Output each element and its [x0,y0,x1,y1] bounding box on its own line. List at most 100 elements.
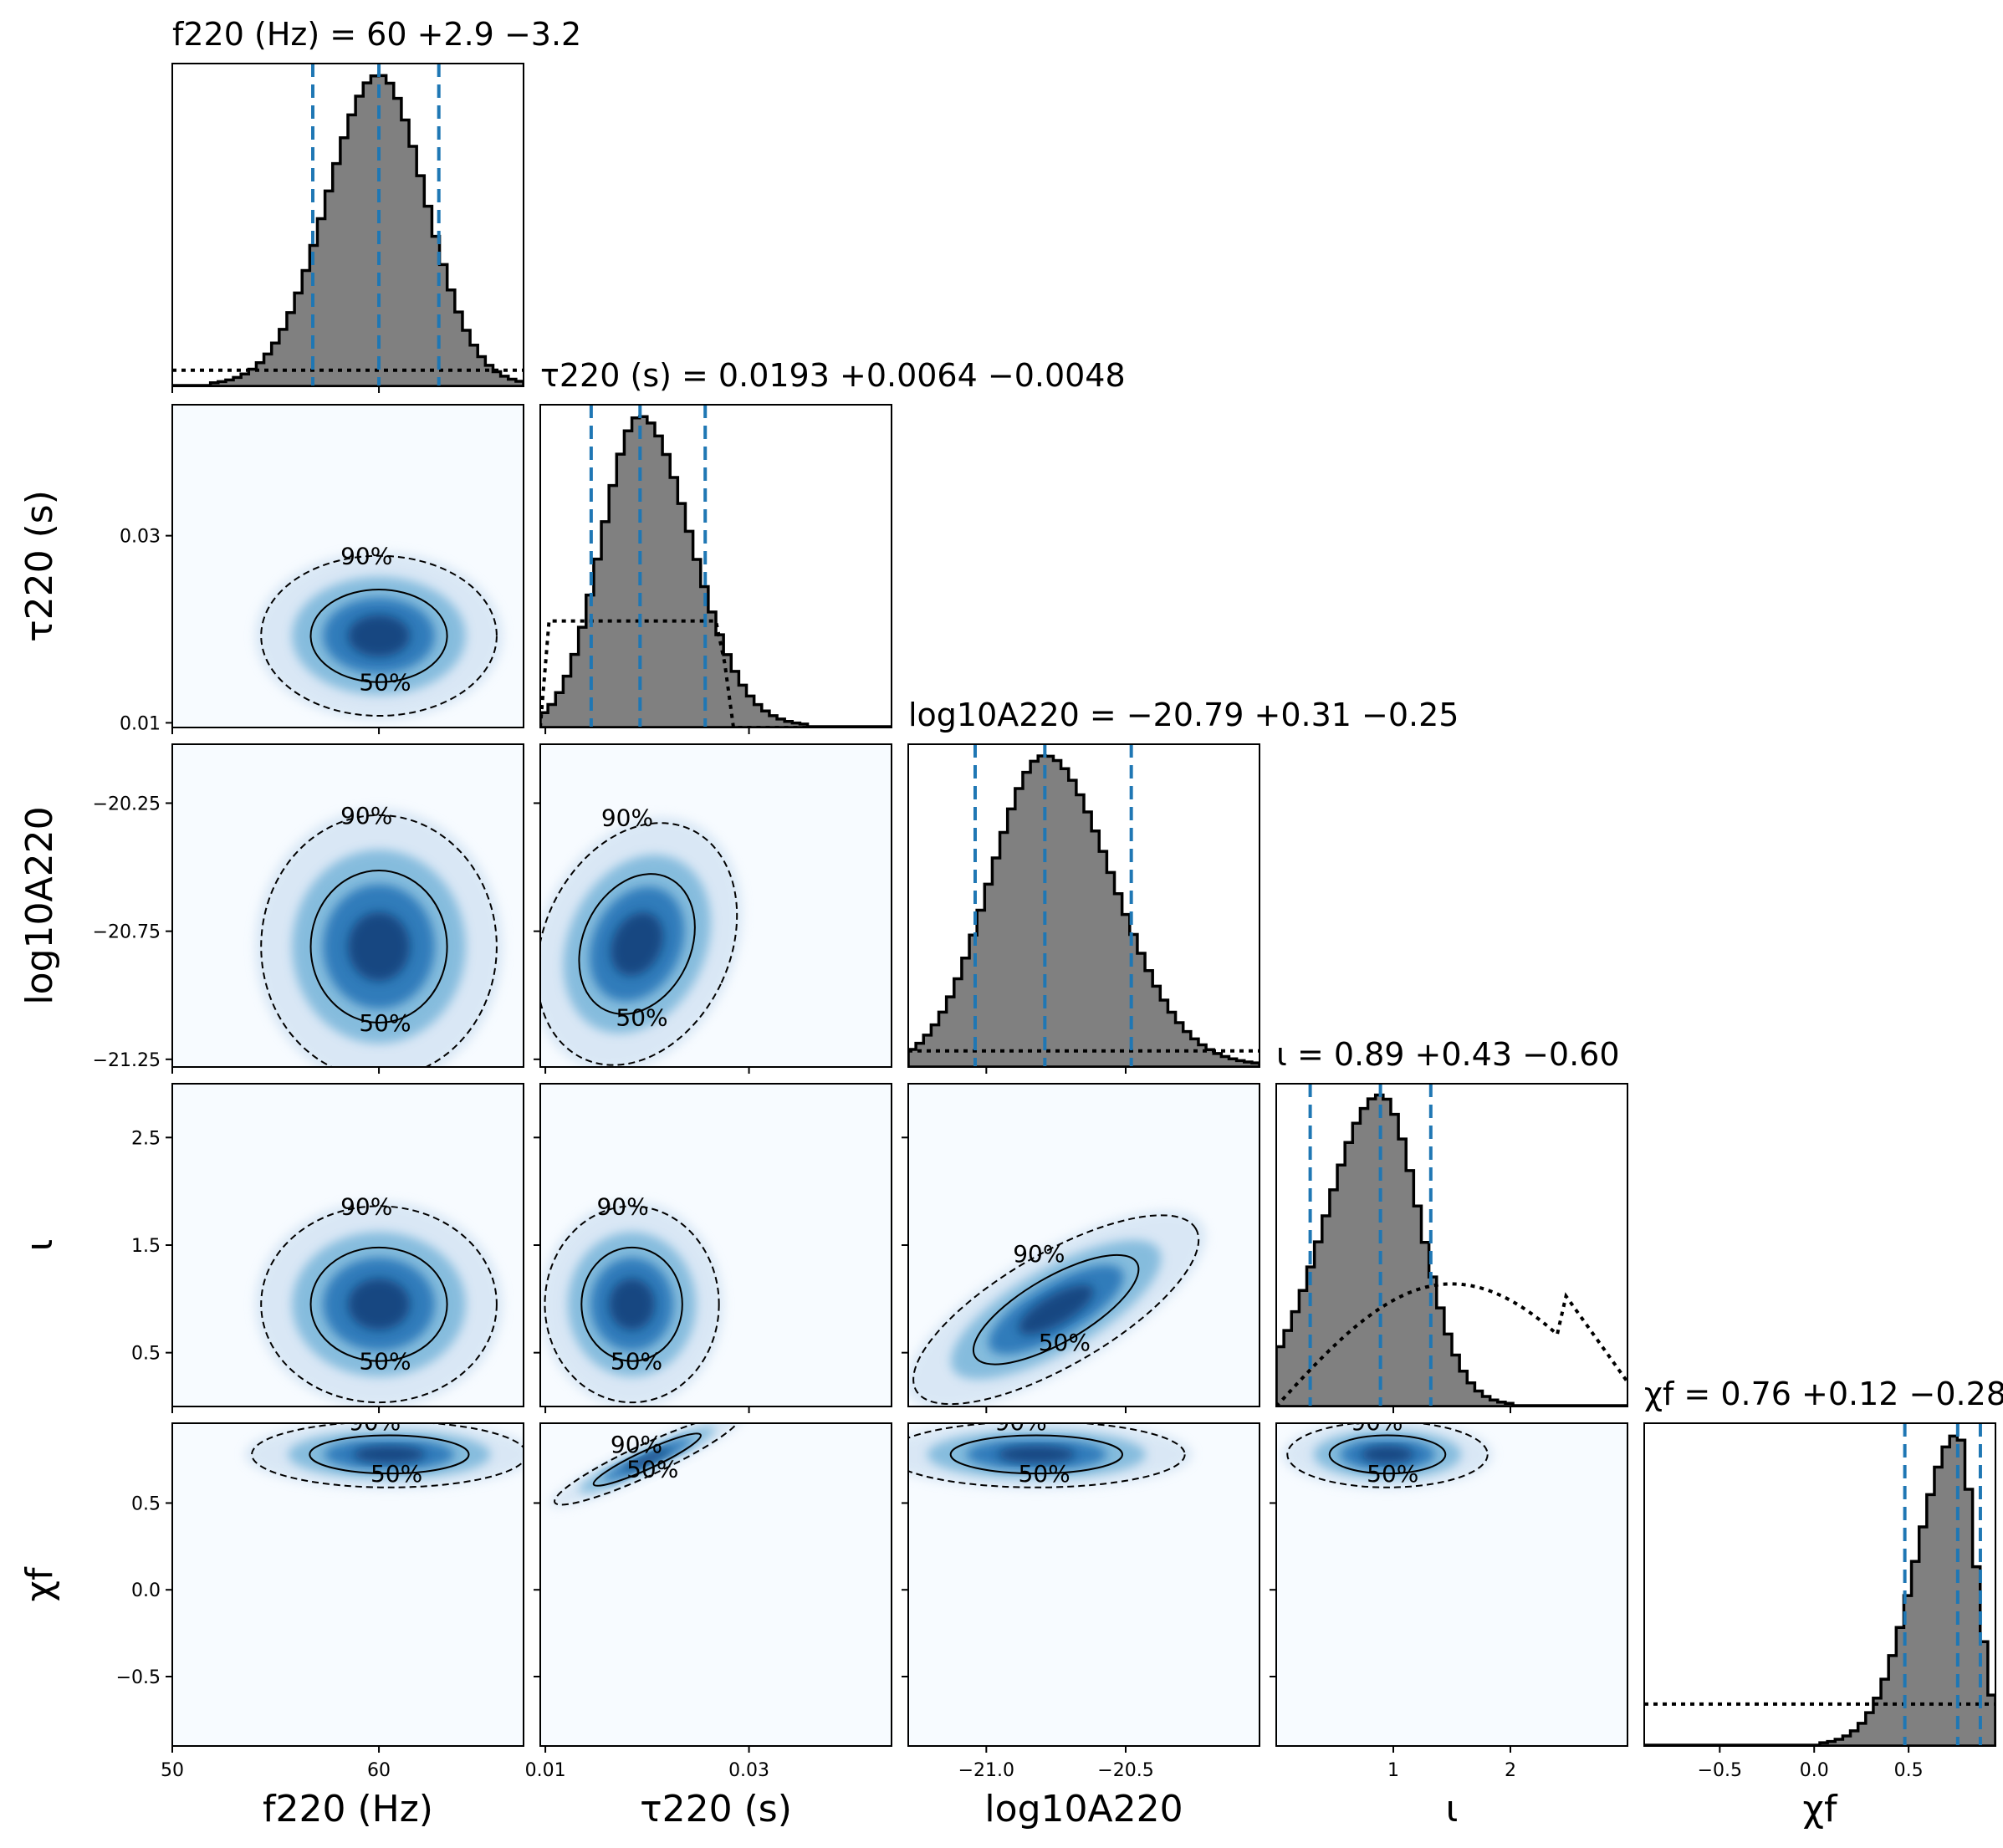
contour-50 [309,870,448,1024]
contour-90 [554,1423,741,1506]
x-tick-label-f220: 50 [161,1760,184,1781]
contour-90 [260,814,498,1067]
contour-50 [592,1432,702,1487]
density-frame [539,1422,892,1747]
contour-90 [912,1214,1200,1406]
prior-iota [1276,1282,1627,1406]
y-tick-label: 0.0 [131,1580,161,1601]
x-axis-label-f220: f220 (Hz) [263,1788,433,1830]
contour-90 [260,1205,498,1404]
density-frame [1275,1422,1628,1747]
hist-panel-f220 [171,63,524,387]
density-panel-iota-chif: 90% 50% [1275,1422,1628,1747]
prior-tau220 [540,619,892,727]
hist-frame-iota [1275,1083,1628,1407]
contour-label-50: 50% [611,1348,662,1376]
hist-panel-iota [1275,1083,1628,1407]
contour-label-50: 50% [1039,1329,1091,1356]
histogram-f220 [172,74,524,386]
density-panel-logA220-iota: 90% 50% [907,1083,1260,1407]
contour-label-50: 50% [626,1455,678,1483]
y-tick-label: −20.75 [93,922,161,943]
y-tick-label: 0.5 [131,1493,161,1514]
density-panel-tau220-logA220: 90% 50% [539,743,892,1068]
contour-50 [309,1246,448,1362]
contour-label-90: 90% [349,1408,401,1436]
contour-90 [540,822,738,1066]
y-axis-label-1: log10A220 [18,806,61,1004]
hist-panel-tau220 [539,404,892,728]
contour-50 [309,1434,470,1475]
hist-panel-logA220 [907,743,1260,1068]
y-axis-label-2: ι [18,1239,61,1252]
contour-90 [908,1423,1186,1488]
contour-50 [578,873,696,1015]
histogram-iota [1276,1093,1627,1406]
summary-logA220: log10A220 = −20.79 +0.31 −0.25 [908,697,1459,733]
x-axis-label-iota: ι [1446,1788,1459,1830]
contour-50 [580,1246,683,1362]
contour-label-50: 50% [370,1460,422,1488]
density-frame [171,1422,524,1747]
contour-label-90: 90% [1013,1240,1065,1268]
x-tick-label-tau220: 0.01 [525,1760,566,1781]
contour-label-90: 90% [340,1192,392,1220]
histogram-tau220 [540,415,892,727]
contour-50 [972,1253,1140,1366]
summary-tau220: τ220 (s) = 0.0193 +0.0064 −0.0048 [540,357,1126,394]
contour-label-50: 50% [359,1348,411,1376]
summary-chif: χf = 0.76 +0.12 −0.28 [1644,1376,2003,1412]
x-axis-label-tau220: τ220 (s) [640,1788,792,1830]
hist-frame-tau220 [539,404,892,728]
x-tick-label-logA220: −21.0 [958,1760,1014,1781]
contour-label-90: 90% [611,1431,662,1458]
y-tick-label: 0.5 [131,1344,161,1365]
summary-iota: ι = 0.89 +0.43 −0.60 [1276,1036,1620,1073]
contour-90 [251,1423,524,1488]
y-axis-label-0: τ220 (s) [18,490,61,642]
x-axis-label-chif: χf [1803,1788,1838,1830]
y-tick-label: 1.5 [131,1236,161,1257]
y-tick-label: 0.03 [120,527,161,548]
y-tick-label: −0.5 [116,1667,161,1688]
y-tick-label: −20.25 [93,794,161,814]
density-frame [539,743,892,1068]
contour-50 [1328,1434,1447,1475]
density-panel-f220-iota: 90% 50% [171,1083,524,1407]
y-tick-label: −21.25 [93,1050,161,1071]
y-tick-label: 2.5 [131,1128,161,1149]
x-tick-label-iota: 1 [1387,1760,1399,1781]
histogram-chif [1644,1434,1995,1746]
x-tick-label-chif: 0.5 [1894,1760,1924,1781]
contour-label-90: 90% [340,802,392,830]
contour-label-90: 90% [340,543,392,570]
contour-label-50: 50% [359,669,411,697]
density-frame [171,743,524,1068]
contour-label-90: 90% [596,1192,648,1220]
x-tick-label-logA220: −20.5 [1097,1760,1153,1781]
contour-90 [260,554,498,717]
density-frame [907,1422,1260,1747]
x-axis-label-logA220: log10A220 [984,1788,1183,1830]
x-tick-label-tau220: 0.03 [728,1760,769,1781]
contour-50 [309,588,448,683]
contour-label-50: 50% [1367,1460,1418,1488]
contour-label-50: 50% [1019,1460,1070,1488]
contour-50 [949,1434,1124,1475]
y-axis-label-3: χf [18,1566,61,1601]
density-frame [171,404,524,728]
x-tick-label-f220: 60 [367,1760,391,1781]
contour-label-90: 90% [995,1408,1047,1436]
density-panel-f220-tau220: 90% 50% [171,404,524,728]
density-panel-logA220-chif: 90% 50% [907,1408,1260,1747]
histogram-logA220 [908,754,1260,1067]
hist-frame-logA220 [907,743,1260,1068]
contour-label-50: 50% [616,1004,667,1032]
contour-label-50: 50% [359,1009,411,1037]
x-tick-label-iota: 2 [1505,1760,1516,1781]
hist-panel-chif [1643,1422,1996,1747]
text-layer: f220 (Hz) = 60 +2.9 −3.2 τ220 (s) = 0.019… [18,16,2003,1830]
contour-90 [1286,1423,1489,1488]
x-tick-label-chif: 0.0 [1800,1760,1829,1781]
hist-frame-chif [1643,1422,1996,1747]
